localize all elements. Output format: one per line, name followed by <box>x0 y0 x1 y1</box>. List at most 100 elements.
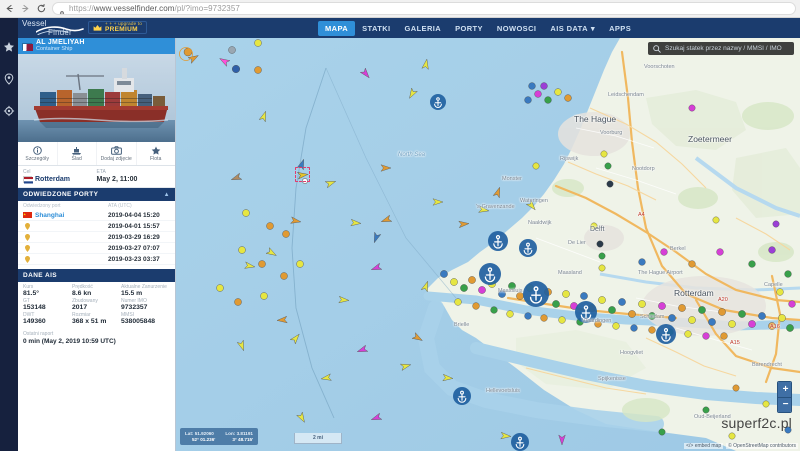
vessel-type: Container Ship <box>36 46 73 53</box>
destination-row: Cel Rotterdam ETA May 2, 11:00 <box>18 166 175 188</box>
settings-gear-icon[interactable] <box>3 104 15 117</box>
address-bar[interactable]: https://www.vesselfinder.com/pl/?imo=973… <box>52 2 796 15</box>
tool-track[interactable]: Ślad <box>58 142 97 165</box>
reload-icon[interactable] <box>36 3 47 14</box>
visited-ports-columns: Odwiedzony port ATA (UTC) <box>18 201 175 210</box>
ais-value: 2017 <box>72 304 88 311</box>
back-arrow-icon[interactable] <box>4 3 15 14</box>
table-row[interactable]: Shanghai 2019-04-04 15:20 <box>18 210 175 221</box>
port-marker-icon <box>23 255 32 263</box>
tool-label: Dodaj zdjęcie <box>100 155 132 162</box>
tool-label: Ślad <box>71 155 82 162</box>
port-ata-cell: 2019-04-01 15:57 <box>108 222 160 230</box>
ais-field-course: Kurs 81.5° <box>23 284 72 297</box>
port-name-cell <box>23 233 108 241</box>
vessel-name: AL JMELIYAH <box>36 39 85 47</box>
destination-value[interactable]: Rotterdam <box>23 176 97 184</box>
ais-field-gt: GT 153148 <box>23 298 72 311</box>
nav-item-ais-data[interactable]: AIS DATA ▾ <box>543 21 602 36</box>
chevron-up-icon[interactable]: ▲ <box>163 191 170 198</box>
vessel-markers-layer[interactable] <box>176 38 800 451</box>
ais-value: 15.5 m <box>121 290 143 297</box>
nav-menu: MAPA STATKI GALERIA PORTY NOWOSCI AIS DA… <box>318 18 638 38</box>
forward-arrow-icon[interactable] <box>20 3 31 14</box>
latitude-decimal: Lat: 51.92060 <box>185 431 214 437</box>
nav-label: STATKI <box>362 23 391 33</box>
last-report-value: 0 min (May 2, 2019 10:59 UTC) <box>23 338 116 345</box>
vesselfinder-logo[interactable]: Vessel Finder <box>22 19 84 37</box>
coordinates-readout: Lat: 51.92060 52° 01.236' Lon: 3.81191 3… <box>180 428 259 445</box>
table-row[interactable]: 2019-03-27 07:07 <box>18 243 175 254</box>
nav-label: AIS DATA <box>550 23 588 33</box>
port-name-cell <box>23 255 108 263</box>
search-input[interactable] <box>665 45 789 52</box>
logo-swoosh-icon <box>35 23 84 41</box>
embed-map-link[interactable]: </> embed map <box>684 443 724 449</box>
map-canvas <box>176 38 800 451</box>
ais-field-dwt: DWT 149360 <box>23 312 72 325</box>
ais-label: Prędkość <box>72 284 93 290</box>
table-row[interactable]: 2019-04-01 15:57 <box>18 221 175 232</box>
map-scale-bar: 2 mi <box>294 433 342 444</box>
scale-label: 2 mi <box>312 435 323 441</box>
location-pin-icon[interactable] <box>3 72 15 85</box>
ais-row: DWT 149360 Rozmiar 368 x 51 m MMSI 53800… <box>23 312 170 325</box>
zoom-in-button[interactable]: + <box>778 382 791 397</box>
tool-label: Flota <box>149 155 162 162</box>
ais-row: Kurs 81.5° Prędkość 8.6 kn Aktualne Zanu… <box>23 284 170 297</box>
eta-value: May 2, 11:00 <box>96 176 138 183</box>
tool-details[interactable]: Szczegóły <box>18 142 58 165</box>
port-name-cell[interactable]: Shanghai <box>23 212 108 219</box>
map-attribution: </> embed map © OpenStreetMap contributo… <box>684 443 798 449</box>
vessel-search-box[interactable] <box>648 42 794 55</box>
vessel-header: AL JMELIYAH Container Ship <box>18 38 175 54</box>
ais-label: Aktualne Zanurzenie <box>121 284 167 290</box>
url-scheme: https:// <box>69 4 94 13</box>
ais-value: 8.6 kn <box>72 290 92 297</box>
selected-vessel-box <box>295 167 310 182</box>
nav-item-apps[interactable]: APPS <box>602 21 638 36</box>
tool-fleet[interactable]: Flota <box>137 142 176 165</box>
table-row[interactable]: 2019-03-29 16:29 <box>18 232 175 243</box>
tool-label: Szczegóły <box>25 155 50 162</box>
table-row[interactable]: 2019-03-23 03:37 <box>18 254 175 265</box>
nav-item-porty[interactable]: PORTY <box>448 21 490 36</box>
premium-main-label: PREMIUM <box>105 25 138 33</box>
visited-ports-title: ODWIEDZONE PORTY <box>23 191 99 198</box>
url-text: https://www.vesselfinder.com/pl/?imo=973… <box>69 4 240 13</box>
vessel-photo[interactable] <box>18 54 175 142</box>
top-navigation-bar: Vessel Finder + + + upgrade to PREMIUM M… <box>0 18 800 38</box>
destination-col: Cel Rotterdam <box>23 169 97 184</box>
zoom-out-button[interactable]: − <box>778 397 791 412</box>
tool-add-photo[interactable]: Dodaj zdjęcie <box>97 142 137 165</box>
nav-label: NOWOSCI <box>496 23 537 33</box>
nav-item-nowosci[interactable]: NOWOSCI <box>490 21 543 36</box>
ais-value: 149360 <box>23 318 46 325</box>
ais-value: 81.5° <box>23 290 39 297</box>
ais-label: Numer IMO <box>121 298 147 304</box>
map-zoom-controls[interactable]: + − <box>777 381 792 413</box>
favorites-star-icon[interactable] <box>3 40 15 52</box>
vessel-action-toolbar: Szczegóły Ślad Dodaj zdjęcie Flota <box>18 142 175 166</box>
longitude-dms: 3° 48.715' <box>232 436 254 442</box>
port-name-cell <box>23 244 108 252</box>
nav-item-galeria[interactable]: GALERIA <box>398 21 449 36</box>
nav-item-mapa[interactable]: MAPA <box>318 20 356 36</box>
port-ata-cell: 2019-04-04 15:20 <box>108 211 160 219</box>
visited-ports-header[interactable]: ODWIEDZONE PORTY ▲ <box>18 188 175 201</box>
port-marker-icon <box>23 244 32 252</box>
ais-data-header[interactable]: DANE AIS <box>18 269 175 282</box>
premium-text: + + + upgrade to PREMIUM <box>105 20 143 33</box>
ais-map[interactable]: The Hague Zoetermeer Rotterdam Delft Lei… <box>176 38 800 451</box>
osm-attribution[interactable]: © OpenStreetMap contributors <box>726 443 798 449</box>
logo-text-finder: Finder <box>48 28 72 37</box>
ais-value: 538005848 <box>121 318 156 325</box>
nav-item-statki[interactable]: STATKI <box>355 21 397 36</box>
ais-value: 368 x 51 m <box>72 318 107 325</box>
vessel-info-sidebar: AL JMELIYAH Container Ship <box>18 38 176 451</box>
premium-sub-label: + + + upgrade to <box>105 20 143 26</box>
port-ata-cell: 2019-03-27 07:07 <box>108 244 160 252</box>
port-name-cell <box>23 222 108 230</box>
vessel-name-block: AL JMELIYAH Container Ship <box>36 39 85 53</box>
upgrade-premium-badge[interactable]: + + + upgrade to PREMIUM <box>88 20 148 34</box>
